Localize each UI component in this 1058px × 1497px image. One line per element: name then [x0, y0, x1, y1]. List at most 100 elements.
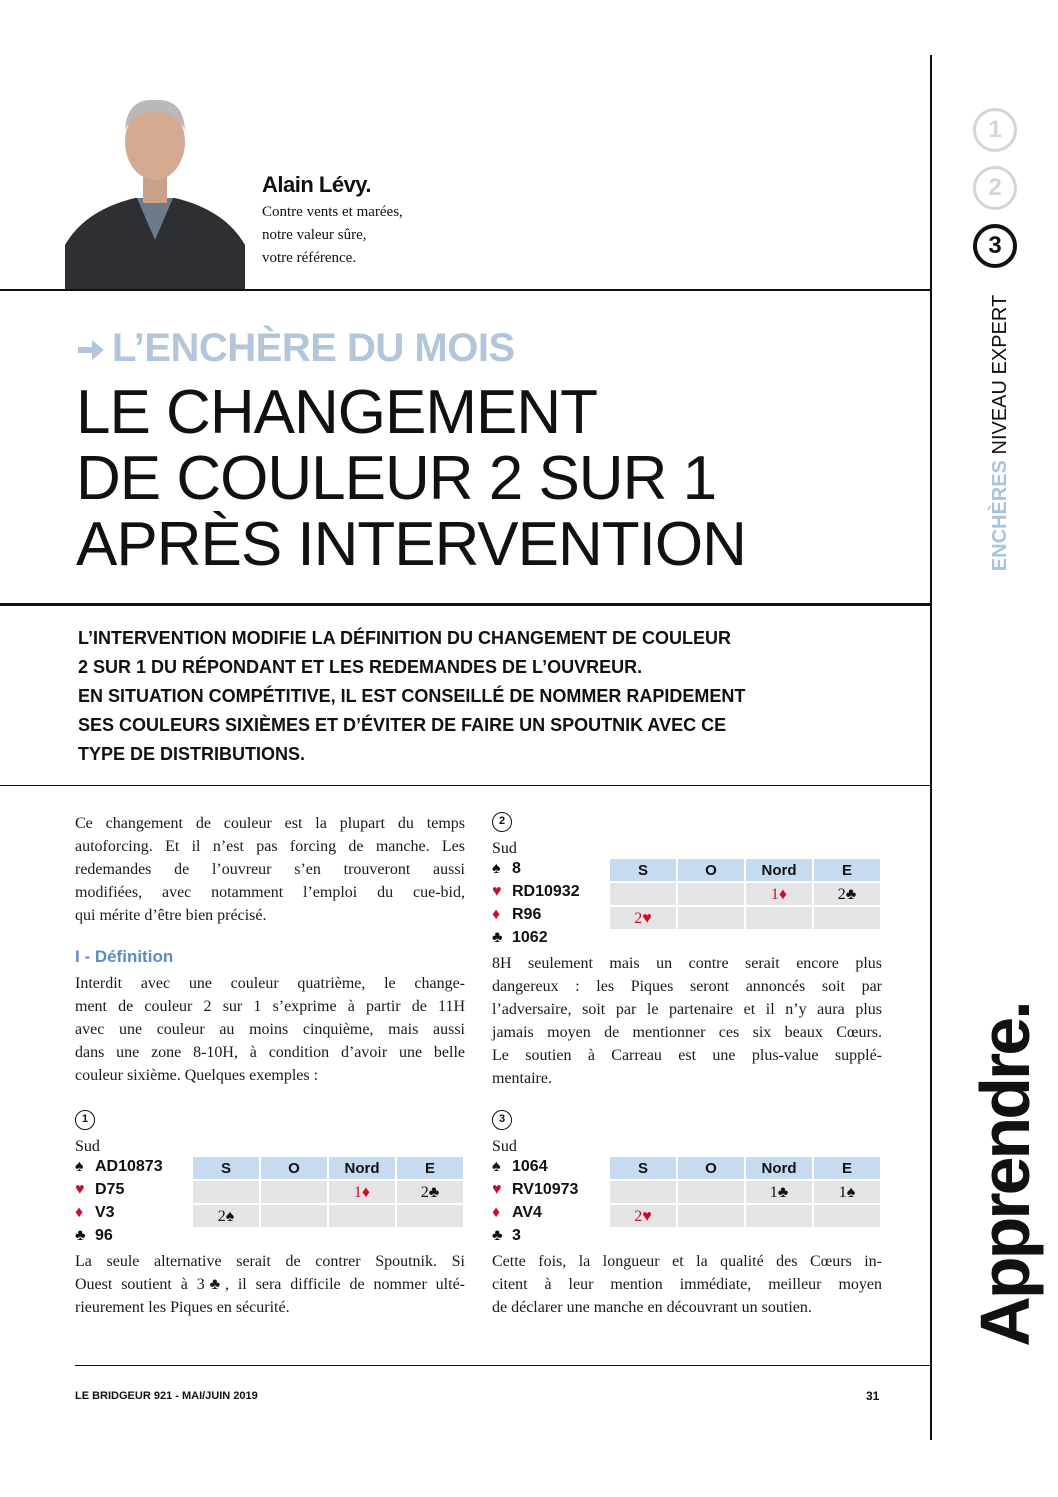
body-line: Le soutien à Carreau est une plus-value …	[492, 1047, 882, 1064]
section: ENCHÈRES	[989, 460, 1011, 572]
table-header: Nord	[328, 1156, 396, 1180]
table-cell: 2♣	[396, 1180, 464, 1204]
table-cell	[813, 1204, 881, 1228]
suit: ♥	[492, 1181, 502, 1198]
table-cell	[260, 1180, 328, 1204]
table-header: S	[192, 1156, 260, 1180]
seat: Sud	[75, 1138, 100, 1155]
author-tagline: votre référence.	[262, 250, 357, 266]
body-line: redemandes de l’ouvreur s’en trouveront …	[75, 861, 465, 878]
body-line: dangereux : les Piques seront annoncés s…	[492, 978, 882, 995]
title-line: LE CHANGEMENT	[76, 378, 598, 447]
title-line: APRÈS INTERVENTION	[76, 510, 747, 579]
kicker-arrow	[78, 340, 104, 360]
table-cell	[677, 1180, 745, 1204]
author-tagline: notre valeur sûre,	[262, 227, 367, 243]
level-badge: 1	[973, 108, 1017, 152]
suit: ♠	[492, 1158, 501, 1175]
example-number: 3	[492, 1110, 512, 1130]
body-line: avec une couleur au moins cinquième, mai…	[75, 1021, 465, 1038]
table-header: Nord	[745, 1156, 813, 1180]
example-number: 2	[492, 812, 512, 832]
table-cell: 2♥	[609, 1204, 677, 1228]
table-cell	[260, 1204, 328, 1228]
table-cell	[745, 1204, 813, 1228]
cards: 3	[512, 1227, 521, 1244]
body-line: citent à leur mention immédiate, meilleu…	[492, 1276, 882, 1293]
level-badge: 3	[973, 224, 1017, 268]
seat: Sud	[492, 1138, 517, 1155]
lead-line: SES COULEURS SIXIÈMES ET D’ÉVITER DE FAI…	[78, 715, 727, 735]
table-cell	[396, 1204, 464, 1228]
suit: ♣	[492, 929, 503, 946]
body-line: 8H seulement mais un contre serait encor…	[492, 955, 882, 972]
example-number: 1	[75, 1110, 95, 1130]
body-line: l’adversaire, soit par le partenaire et …	[492, 1001, 882, 1018]
rule	[0, 785, 930, 786]
table-cell	[677, 882, 745, 906]
table-header: S	[609, 858, 677, 882]
body-line: jamais moyen de mentionner ces six beaux…	[492, 1024, 882, 1041]
lead-line: 2 SUR 1 DU RÉPONDANT ET LES REDEMANDES D…	[78, 657, 643, 677]
table-header: O	[677, 858, 745, 882]
suit: ♦	[75, 1204, 84, 1221]
kicker: L’ENCHÈRE DU MOIS	[112, 326, 515, 370]
rule	[0, 603, 930, 606]
table-cell	[609, 882, 677, 906]
table-cell	[609, 1180, 677, 1204]
cards: D75	[95, 1181, 125, 1198]
title-line: DE COULEUR 2 SUR 1	[76, 444, 717, 513]
cards: RD10932	[512, 883, 580, 900]
table-cell	[677, 1204, 745, 1228]
suit: ♦	[492, 906, 501, 923]
body-line: ment de couleur 2 sur 1 s’exprime à part…	[75, 998, 465, 1015]
seat: Sud	[492, 840, 517, 857]
body-line: qui mérite d’être bien précisé.	[75, 907, 267, 924]
table-cell: 1♣	[745, 1180, 813, 1204]
cards: 1062	[512, 929, 548, 946]
table-cell: 2♠	[192, 1204, 260, 1228]
table-cell: 2♣	[813, 882, 881, 906]
table-header: E	[813, 858, 881, 882]
page-number: 31	[866, 1389, 880, 1403]
body-line: autoforcing. Et il n’est pas forcing de …	[75, 838, 465, 855]
table-cell	[192, 1180, 260, 1204]
table-cell: 1♠	[813, 1180, 881, 1204]
table-cell	[813, 906, 881, 930]
suit: ♣	[75, 1227, 86, 1244]
table-cell: 1♦	[328, 1180, 396, 1204]
body-line: Interdit avec une couleur quatrième, le …	[75, 975, 465, 992]
author-name: Alain Lévy.	[262, 172, 372, 197]
suit: ♣	[492, 1227, 503, 1244]
suit: ♠	[492, 860, 501, 877]
rule	[0, 289, 930, 291]
body-line: Cette fois, la longueur et la qualité de…	[492, 1253, 882, 1270]
sidebar-word: Apprendre.	[966, 1003, 1044, 1347]
body-line: mentaire.	[492, 1070, 552, 1087]
cards: 8	[512, 860, 521, 877]
section-label: ENCHÈRES NIVEAU EXPERT	[987, 283, 1013, 583]
cards: AV4	[512, 1204, 542, 1221]
table-cell	[745, 906, 813, 930]
cards: RV10973	[512, 1181, 579, 1198]
cards: R96	[512, 906, 542, 923]
body-line: La seule alternative serait de contrer S…	[75, 1253, 465, 1270]
body-line: Ce changement de couleur est la plupart …	[75, 815, 465, 832]
body-line: couleur sixième. Quelques exemples :	[75, 1067, 319, 1084]
suit: ♠	[75, 1158, 84, 1175]
level-badge: 2	[973, 166, 1017, 210]
suit: ♦	[492, 1204, 501, 1221]
rule	[75, 1365, 930, 1366]
lead-line: TYPE DE DISTRIBUTIONS.	[78, 744, 306, 764]
cards: V3	[95, 1204, 115, 1221]
table-header: E	[396, 1156, 464, 1180]
table-cell	[677, 906, 745, 930]
table-cell	[328, 1204, 396, 1228]
table-header: O	[677, 1156, 745, 1180]
suit: ♥	[492, 883, 502, 900]
body-line: rieurement les Piques en sécurité.	[75, 1299, 290, 1316]
lead-line: L’INTERVENTION MODIFIE LA DÉFINITION DU …	[78, 628, 732, 648]
body-line: Ouest soutient à 3♣, il sera difficile d…	[75, 1276, 465, 1293]
cards: AD10873	[95, 1158, 163, 1175]
